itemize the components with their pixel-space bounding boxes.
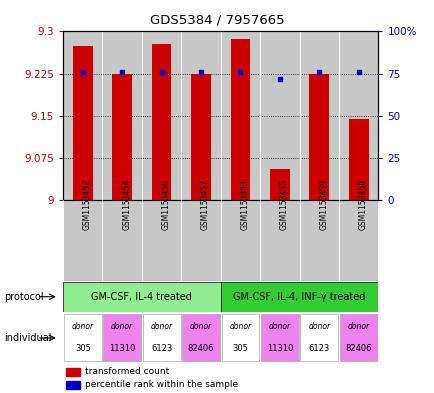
Text: donor: donor xyxy=(308,322,329,331)
Bar xyxy=(220,282,378,312)
Text: GSM1153452: GSM1153452 xyxy=(82,179,92,230)
Bar xyxy=(103,314,141,362)
Bar xyxy=(348,119,368,200)
Bar xyxy=(220,31,260,200)
Bar xyxy=(63,200,102,281)
Bar xyxy=(151,44,171,200)
Text: GM-CSF, IL-4, INF-γ treated: GM-CSF, IL-4, INF-γ treated xyxy=(233,292,365,302)
Bar xyxy=(191,73,210,200)
Bar xyxy=(102,200,141,281)
Text: individual: individual xyxy=(4,333,52,343)
Bar xyxy=(338,200,378,281)
Bar xyxy=(339,314,377,362)
Bar xyxy=(112,73,132,200)
Text: transformed count: transformed count xyxy=(85,367,169,376)
Bar xyxy=(270,169,289,200)
Bar xyxy=(181,31,220,200)
Bar xyxy=(260,200,299,281)
Text: GSM1153454: GSM1153454 xyxy=(122,179,131,230)
Bar xyxy=(181,200,220,281)
Text: donor: donor xyxy=(190,322,212,331)
Bar xyxy=(338,31,378,200)
Text: percentile rank within the sample: percentile rank within the sample xyxy=(85,380,238,389)
Bar xyxy=(220,200,260,281)
Bar xyxy=(260,314,298,362)
Bar xyxy=(309,73,329,200)
Text: GSM1153458: GSM1153458 xyxy=(358,179,367,230)
Bar xyxy=(141,31,181,200)
Bar xyxy=(221,314,259,362)
Text: donor: donor xyxy=(150,322,172,331)
Text: 305: 305 xyxy=(75,344,91,353)
Text: 82406: 82406 xyxy=(345,344,371,353)
Text: GSM1153456: GSM1153456 xyxy=(161,179,170,230)
Bar xyxy=(73,46,92,200)
Bar xyxy=(102,31,141,200)
Bar xyxy=(64,314,102,362)
Bar xyxy=(309,73,329,200)
Bar xyxy=(300,314,338,362)
Bar xyxy=(66,367,80,376)
Text: donor: donor xyxy=(72,322,94,331)
Bar xyxy=(299,200,338,281)
Bar xyxy=(63,282,220,312)
Bar xyxy=(112,73,132,200)
Bar xyxy=(63,31,102,200)
Bar xyxy=(299,31,338,200)
Text: 11310: 11310 xyxy=(109,344,135,353)
Bar xyxy=(141,200,181,281)
Text: GM-CSF, IL-4 treated: GM-CSF, IL-4 treated xyxy=(91,292,192,302)
Text: donor: donor xyxy=(229,322,251,331)
Text: donor: donor xyxy=(111,322,133,331)
Bar xyxy=(73,46,92,200)
Bar xyxy=(151,44,171,200)
Text: GDS5384 / 7957665: GDS5384 / 7957665 xyxy=(150,14,284,27)
Text: 305: 305 xyxy=(232,344,248,353)
Bar xyxy=(230,39,250,200)
Bar xyxy=(182,314,220,362)
Bar xyxy=(230,39,250,200)
Bar xyxy=(66,381,80,389)
Text: donor: donor xyxy=(268,322,290,331)
Text: 11310: 11310 xyxy=(266,344,293,353)
Text: 82406: 82406 xyxy=(187,344,214,353)
Bar xyxy=(142,314,180,362)
Bar xyxy=(191,73,210,200)
Bar xyxy=(260,31,299,200)
Bar xyxy=(348,119,368,200)
Text: 6123: 6123 xyxy=(308,344,329,353)
Bar xyxy=(270,169,289,200)
Text: GSM1153455: GSM1153455 xyxy=(279,179,288,230)
Text: donor: donor xyxy=(347,322,369,331)
Text: 6123: 6123 xyxy=(151,344,172,353)
Text: GSM1153457: GSM1153457 xyxy=(201,179,210,230)
Text: protocol: protocol xyxy=(4,292,44,302)
Text: GSM1153453: GSM1153453 xyxy=(240,179,249,230)
Text: GSM1153459: GSM1153459 xyxy=(319,179,328,230)
